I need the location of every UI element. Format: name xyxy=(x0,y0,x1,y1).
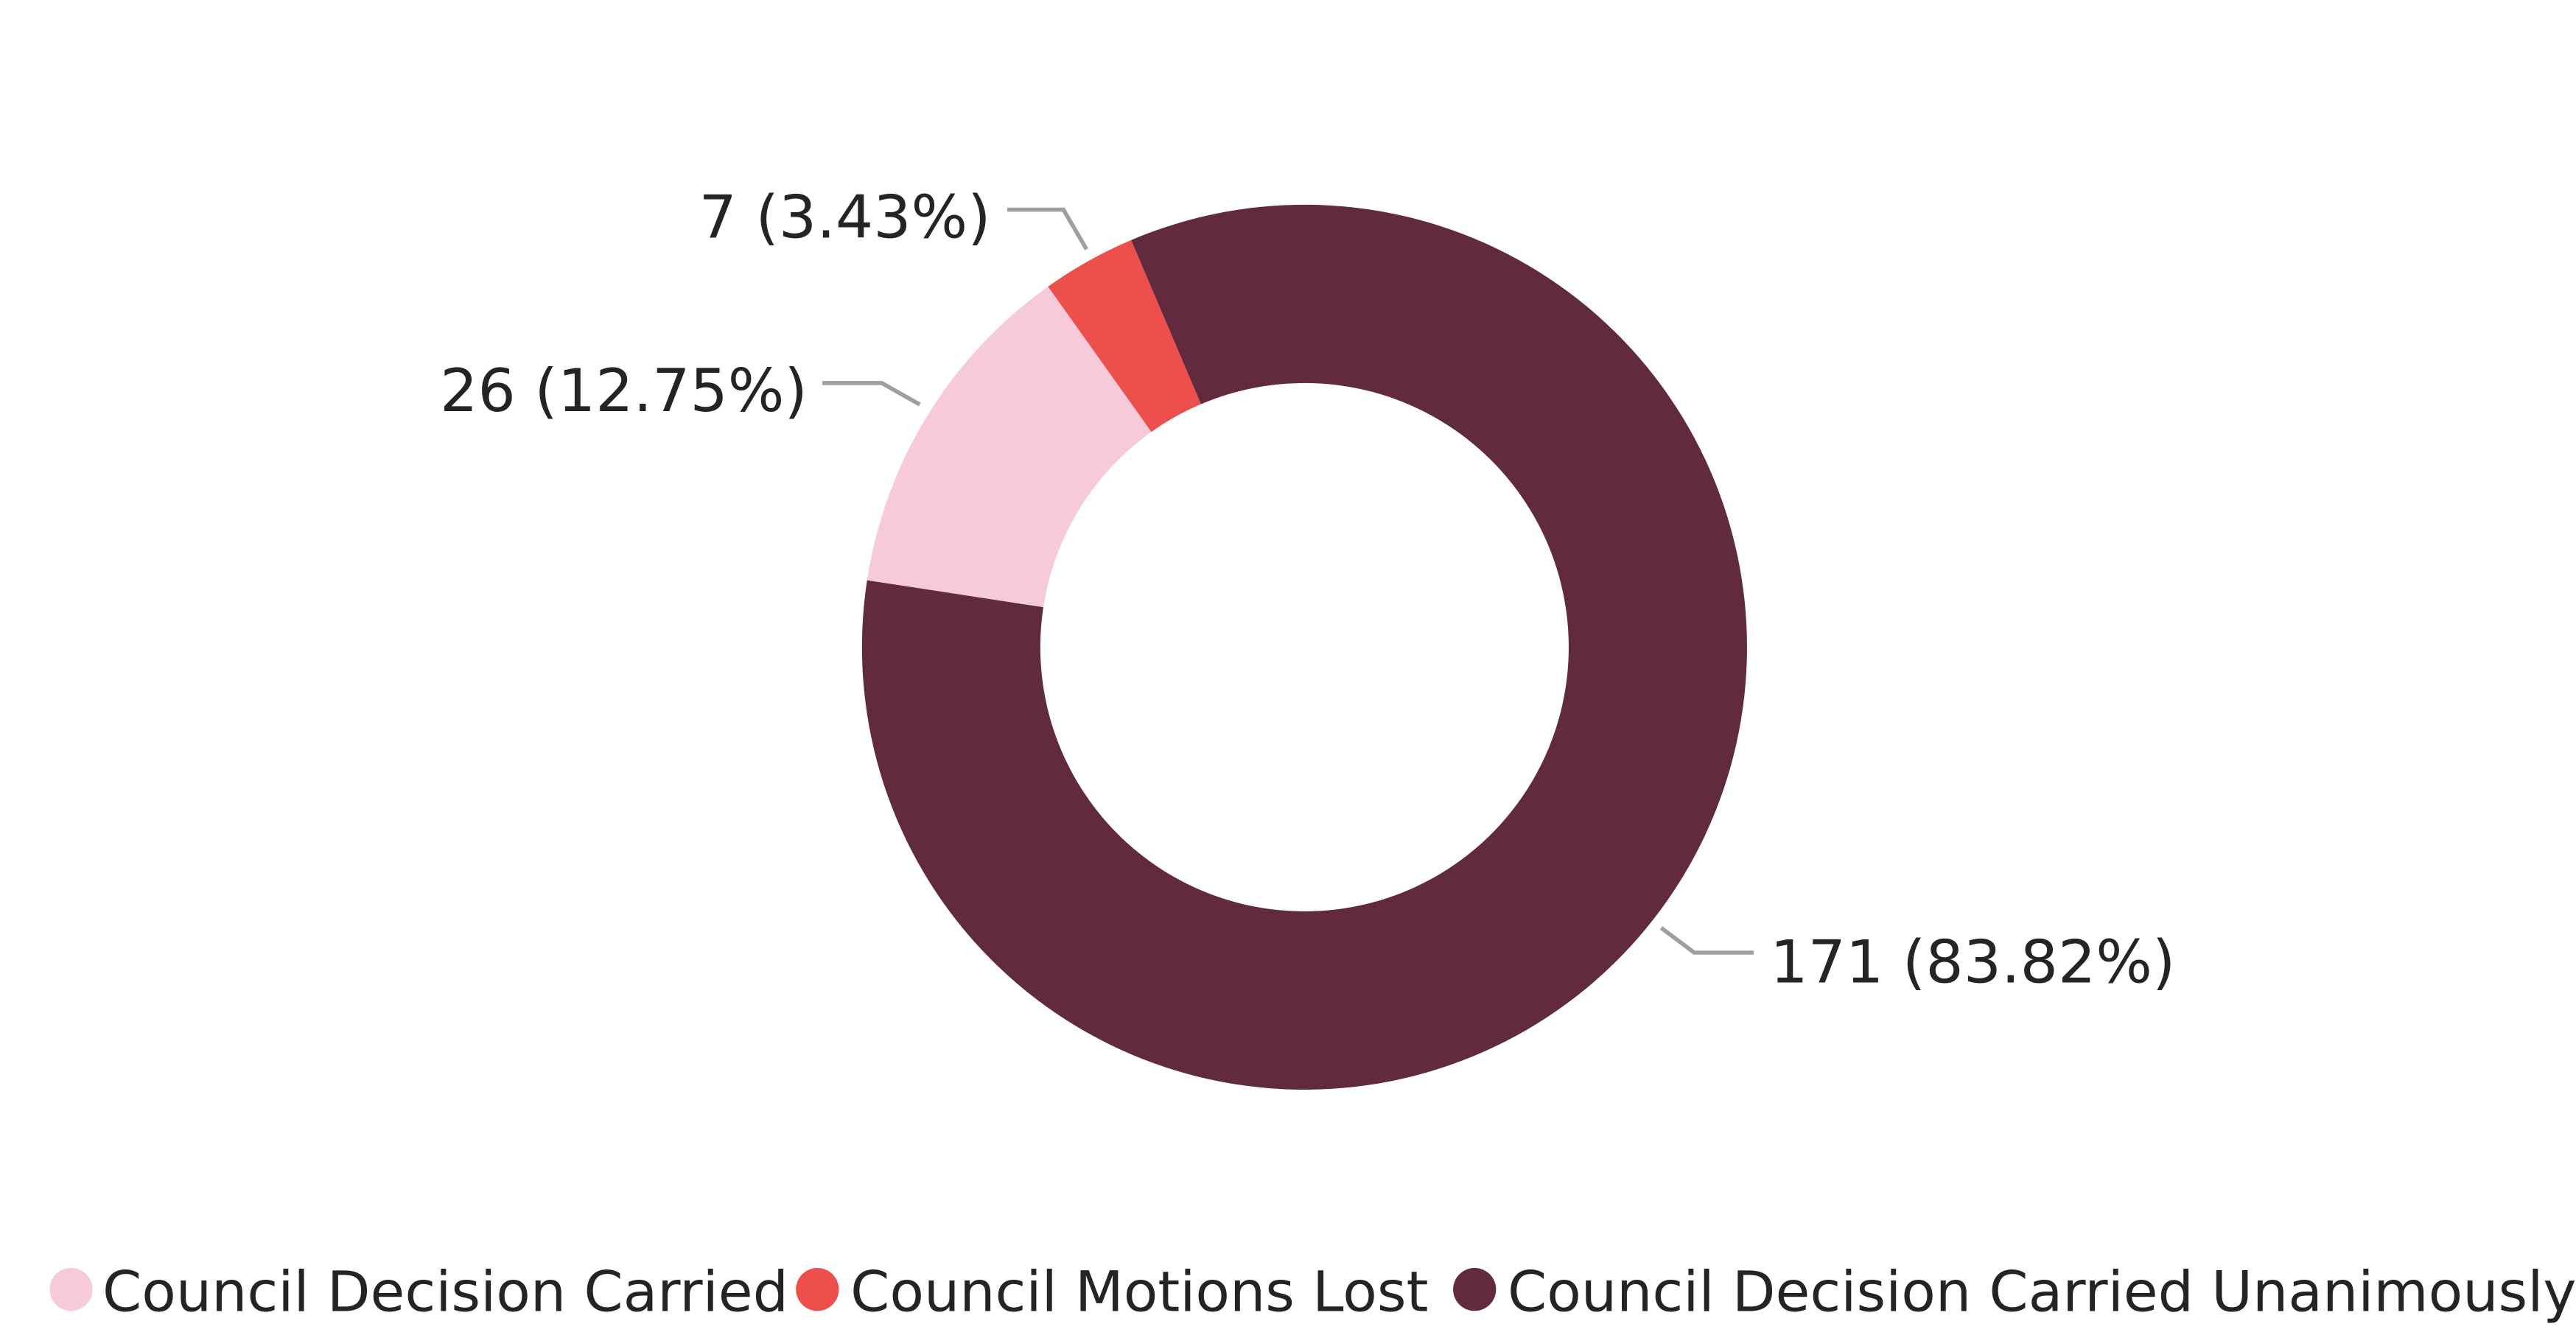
legend-item-unanimous[interactable]: Council Decision Carried Unanimously xyxy=(1453,1258,2576,1324)
slices xyxy=(861,204,1747,1090)
data-label-lost: 7 (3.43%) xyxy=(699,183,991,253)
slice-unanimous[interactable] xyxy=(861,204,1747,1090)
slice-carried[interactable] xyxy=(867,287,1152,608)
leader-line-unanimous xyxy=(1659,926,1754,955)
leader-line-carried xyxy=(822,381,921,407)
data-label-carried: 26 (12.75%) xyxy=(440,357,808,426)
legend-item-carried[interactable]: Council Decision Carried xyxy=(49,1258,788,1324)
leader-line-lost xyxy=(1007,207,1089,250)
legend-marker-lost xyxy=(796,1268,839,1311)
data-label-unanimous: 171 (83.82%) xyxy=(1770,928,2175,997)
legend: Council Decision Carried Council Motions… xyxy=(49,1258,2576,1324)
legend-item-lost[interactable]: Council Motions Lost xyxy=(796,1258,1428,1324)
legend-label-carried: Council Decision Carried xyxy=(102,1258,788,1324)
slice-lost[interactable] xyxy=(1048,239,1201,432)
legend-label-lost: Council Motions Lost xyxy=(850,1258,1428,1324)
legend-marker-carried xyxy=(49,1268,93,1311)
legend-marker-unanimous xyxy=(1453,1268,1497,1311)
legend-label-unanimous: Council Decision Carried Unanimously xyxy=(1508,1258,2576,1324)
leader-lines xyxy=(822,207,1754,955)
